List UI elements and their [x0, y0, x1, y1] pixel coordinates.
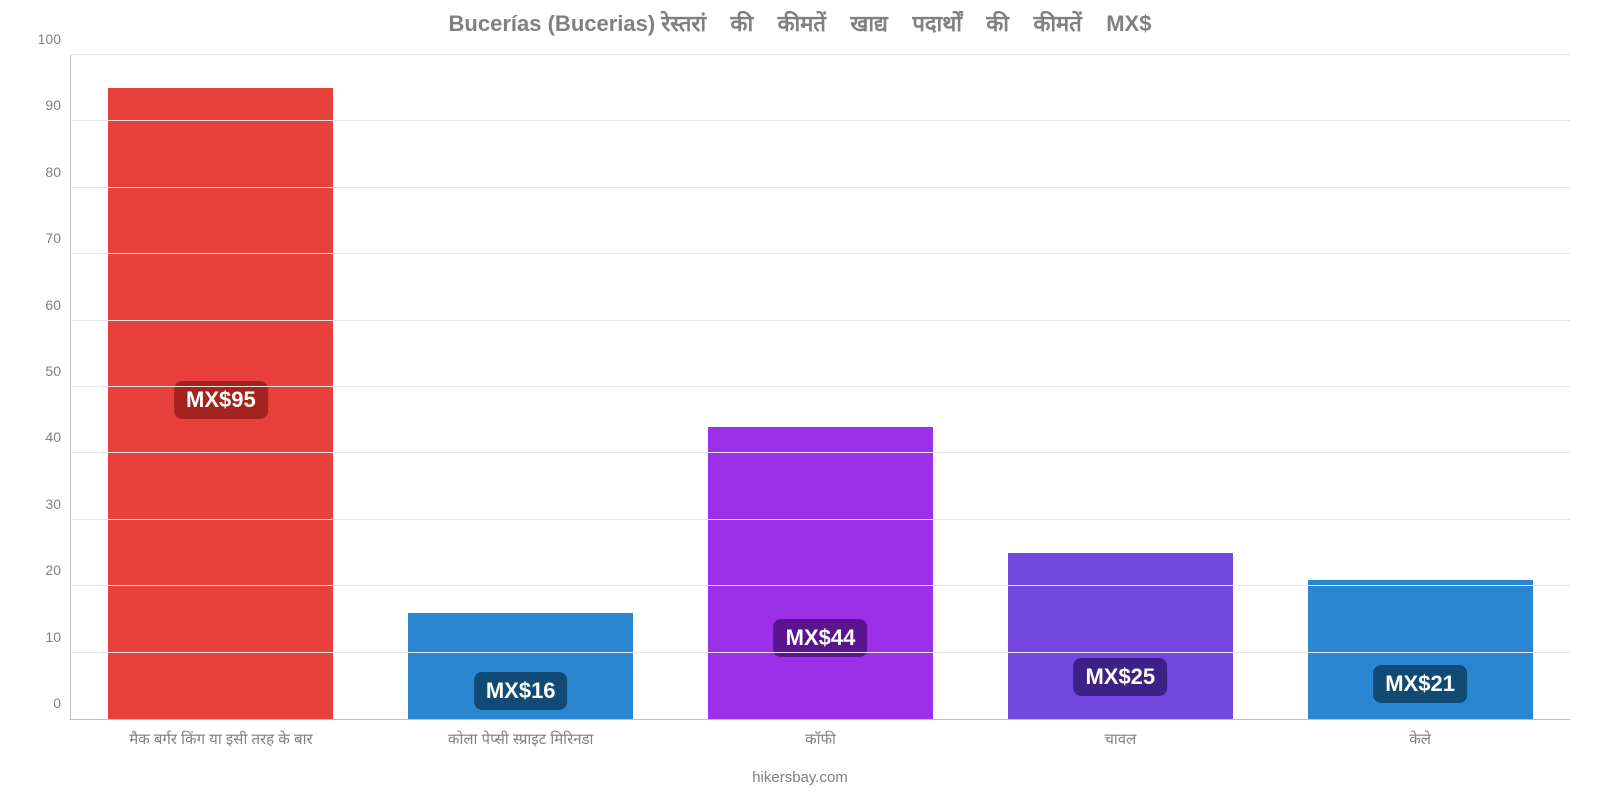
value-badge: MX$25	[1073, 658, 1167, 696]
chart-container: Bucerías (Bucerias) रेस्तरां की कीमतें ख…	[0, 0, 1600, 800]
bar: MX$44	[708, 427, 933, 719]
x-tick-label: कोला पेप्सी स्प्राइट मिरिनडा	[448, 719, 594, 749]
value-badge: MX$16	[474, 672, 568, 710]
x-tick-label: चावल	[1104, 719, 1136, 749]
x-tick-label: केले	[1409, 719, 1431, 749]
gridline	[71, 320, 1570, 321]
plot-area: MX$95MX$16MX$44MX$25MX$21 01020304050607…	[70, 55, 1570, 720]
bar: MX$16	[408, 613, 633, 719]
y-tick-label: 70	[45, 230, 71, 246]
gridline	[71, 187, 1570, 188]
y-tick-label: 0	[53, 695, 71, 711]
y-tick-label: 80	[45, 164, 71, 180]
gridline	[71, 54, 1570, 55]
bars-layer: MX$95 MX$16 MX$44 MX$25 MX$21	[71, 55, 1570, 719]
bar: MX$95	[108, 88, 333, 719]
gridline	[71, 452, 1570, 453]
bar: MX$21	[1308, 580, 1533, 719]
x-tick-label: मैक बर्गर किंग या इसी तरह के बार	[129, 719, 312, 749]
y-tick-label: 50	[45, 363, 71, 379]
y-tick-label: 100	[38, 31, 71, 47]
value-badge: MX$21	[1373, 665, 1467, 703]
gridline	[71, 120, 1570, 121]
x-tick-label: कॉफी	[805, 719, 836, 749]
value-badge: MX$95	[174, 381, 268, 419]
gridline	[71, 519, 1570, 520]
attribution: hikersbay.com	[0, 769, 1600, 786]
y-tick-label: 10	[45, 629, 71, 645]
gridline	[71, 585, 1570, 586]
bar: MX$25	[1008, 553, 1233, 719]
gridline	[71, 652, 1570, 653]
chart-title: Bucerías (Bucerias) रेस्तरां की कीमतें ख…	[0, 8, 1600, 38]
gridline	[71, 253, 1570, 254]
y-tick-label: 40	[45, 429, 71, 445]
y-tick-label: 30	[45, 496, 71, 512]
gridline	[71, 386, 1570, 387]
y-tick-label: 90	[45, 97, 71, 113]
y-tick-label: 20	[45, 562, 71, 578]
y-tick-label: 60	[45, 297, 71, 313]
